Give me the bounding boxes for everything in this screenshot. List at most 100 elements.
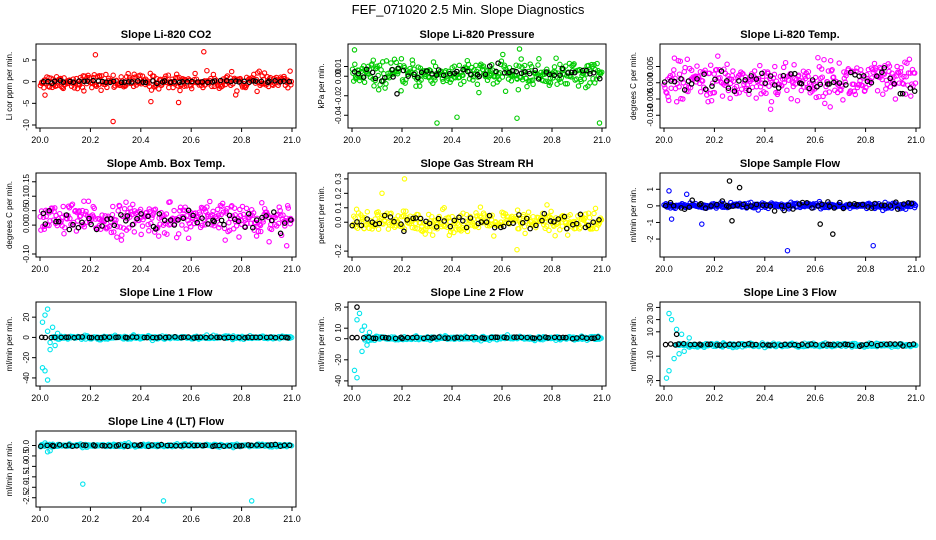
data-point (395, 213, 401, 219)
data-point (364, 216, 371, 222)
data-point (887, 341, 893, 347)
data-point (671, 55, 678, 61)
data-point (498, 219, 504, 225)
panel-title: Slope Line 4 (LT) Flow (108, 416, 224, 428)
data-point (514, 115, 520, 121)
data-point (67, 215, 73, 222)
x-tick-label: 21.0 (283, 264, 301, 274)
data-point (359, 327, 365, 334)
data-point (106, 223, 113, 230)
data-point (398, 56, 405, 62)
data-point (272, 78, 278, 84)
data-point (185, 334, 192, 340)
data-point (798, 87, 805, 94)
data-point (75, 334, 82, 340)
data-point (736, 184, 743, 191)
data-point (144, 334, 150, 341)
data-point (432, 63, 439, 70)
data-point (95, 81, 102, 88)
data-point (47, 218, 53, 224)
data-point (887, 203, 894, 209)
data-point (489, 212, 495, 219)
data-point (912, 80, 919, 86)
data-point (525, 209, 532, 215)
data-point (369, 69, 376, 76)
x-tick-label: 20.8 (233, 393, 251, 403)
data-point (253, 233, 260, 239)
data-point (185, 207, 192, 214)
x-tick-label: 20.0 (343, 135, 361, 145)
data-point (37, 443, 44, 450)
data-point (126, 79, 132, 85)
y-axis-label: percent per min. (317, 186, 326, 244)
data-point (274, 211, 281, 218)
data-point (738, 86, 745, 92)
data-point (55, 218, 62, 225)
data-point (516, 46, 523, 52)
y-tick-label: 0.3 (334, 173, 343, 185)
x-tick-label: 20.8 (233, 514, 251, 524)
data-point (175, 99, 182, 106)
y-tick-label: 10 (646, 327, 655, 336)
data-point (511, 334, 517, 341)
data-point (473, 210, 479, 216)
data-point (275, 220, 282, 227)
data-point (681, 87, 688, 93)
x-tick-label: 20.2 (393, 264, 411, 274)
data-point (543, 223, 550, 229)
data-point (719, 198, 726, 204)
data-point (141, 334, 148, 341)
data-point (110, 203, 116, 210)
data-point (870, 66, 876, 73)
data-point (416, 83, 423, 89)
data-point (484, 77, 491, 84)
plot-frame (35, 43, 297, 129)
y-tick-label: 0 (646, 203, 655, 208)
x-tick-label: 20.2 (706, 135, 724, 145)
data-point (799, 341, 805, 348)
data-point (411, 71, 417, 78)
data-point (149, 442, 155, 448)
data-point (49, 324, 56, 331)
data-point (905, 200, 912, 206)
data-point (194, 442, 201, 449)
data-point (680, 96, 686, 102)
data-point (161, 217, 168, 224)
data-point (226, 212, 233, 219)
data-point (445, 214, 452, 221)
data-point (592, 205, 599, 212)
y-tick-label: 5 (22, 57, 31, 62)
data-point (731, 88, 738, 95)
data-point (568, 69, 575, 76)
data-point (101, 334, 108, 341)
x-tick-label: 20.2 (393, 135, 411, 145)
data-point (130, 83, 137, 90)
x-tick-label: 20.4 (443, 393, 461, 403)
data-point (668, 316, 675, 323)
data-point (190, 212, 196, 219)
data-point (68, 202, 75, 209)
data-point (422, 73, 429, 80)
data-point (374, 63, 380, 70)
data-point (47, 346, 53, 353)
data-point (110, 72, 116, 79)
data-point (514, 246, 520, 253)
data-point (375, 87, 382, 93)
data-point (718, 68, 725, 74)
data-point (503, 219, 510, 226)
data-point (37, 213, 43, 220)
data-point (110, 78, 117, 85)
data-point (429, 213, 435, 220)
data-point (583, 67, 590, 74)
data-point (826, 81, 833, 87)
data-point (372, 216, 378, 222)
data-point (819, 74, 826, 80)
y-tick-label: 0.000 (646, 72, 655, 93)
data-point (83, 442, 89, 449)
data-point (155, 233, 162, 239)
data-point (395, 68, 401, 75)
data-point (387, 214, 394, 220)
y-tick-label: -0.10 (22, 244, 31, 263)
data-point (44, 442, 51, 449)
x-tick-label: 20.4 (443, 135, 461, 145)
